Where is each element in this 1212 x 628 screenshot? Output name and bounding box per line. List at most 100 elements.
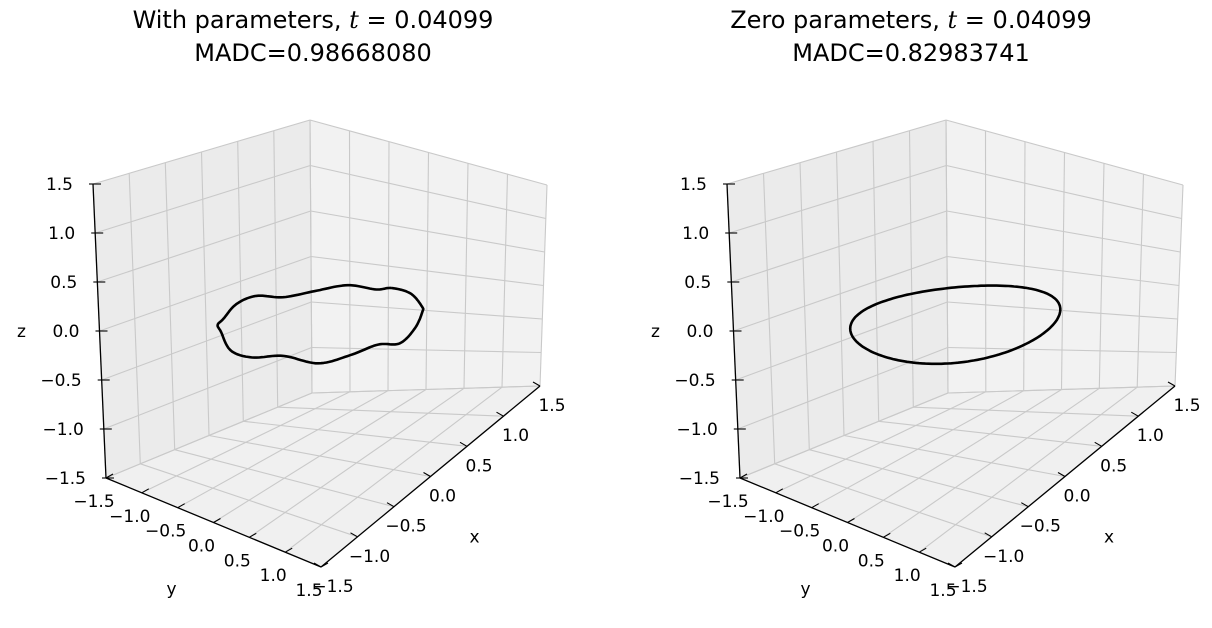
gridline-y	[284, 386, 503, 553]
curve-line	[848, 284, 1062, 366]
x-axis-label: x	[1104, 528, 1114, 548]
gridline-y	[1174, 184, 1184, 387]
pane-back-left	[727, 120, 948, 478]
x-tick	[386, 502, 395, 508]
z-axis-label: z	[17, 322, 26, 342]
y-tick-label: 1.5	[295, 581, 322, 601]
x-tick	[1094, 441, 1102, 447]
x-tick	[423, 472, 431, 477]
gridline-x	[311, 385, 541, 394]
gridline-x	[947, 385, 1176, 394]
y-tick	[739, 473, 748, 479]
chart-title: With parameters, t = 0.04099 MADC=0.9866…	[0, 4, 643, 70]
y-tick	[284, 547, 293, 553]
x-tick	[947, 562, 956, 568]
chart-plot-3d: −1.5−1.5−1.5−1.0−1.0−1.0−0.5−0.5 −0.50.00…	[651, 119, 1201, 601]
z-tick-label: 1.5	[680, 175, 707, 195]
gridline-z	[945, 119, 1184, 186]
gridline-z	[92, 119, 311, 185]
z-tick-label: −1.0	[677, 420, 718, 440]
gridline-y	[501, 174, 509, 388]
x-tick	[1021, 502, 1029, 508]
z-tick-label: 1.0	[48, 224, 75, 244]
y-tick-label: −1.0	[743, 507, 784, 527]
x-tick	[532, 381, 541, 387]
x-tick	[459, 441, 468, 447]
y-tick-label: −1.0	[109, 507, 150, 527]
z-tick-label: 1.0	[682, 224, 709, 244]
curve-line	[216, 283, 425, 365]
x-tick-label: 0.5	[1100, 456, 1127, 476]
y-axis-label: y	[800, 580, 810, 600]
y-tick	[847, 518, 855, 523]
y-tick	[954, 562, 963, 568]
x-tick-label: −0.5	[1020, 517, 1061, 537]
x-tick-label: −1.5	[312, 577, 353, 597]
chart-panel-with-parameters: With parameters, t = 0.04099 MADC=0.9866…	[17, 6, 566, 601]
x-tick	[984, 532, 992, 538]
gridline-x	[908, 130, 914, 408]
x-tick	[1167, 381, 1176, 387]
y-tick-label: 0.0	[188, 537, 215, 557]
z-tick-label: 0.0	[52, 322, 79, 342]
z-tick-label: −0.5	[674, 371, 715, 391]
z-tick-label: 0.5	[684, 273, 711, 293]
z-tick-label: 1.5	[46, 175, 73, 195]
chart-panel-zero-parameters: Zero parameters, t = 0.04099 MADC=0.8298…	[606, 0, 1212, 628]
y-tick-label: 1.0	[894, 566, 921, 586]
x-tick	[350, 532, 358, 538]
y-tick-label: 0.0	[822, 537, 849, 557]
gridline-z	[726, 119, 947, 185]
gridline-y	[918, 386, 1138, 553]
chart-title-line2: MADC=0.98668080	[194, 39, 432, 67]
chart-title-line1: With parameters, t = 0.04099	[132, 6, 494, 34]
x-tick	[313, 562, 322, 568]
x-tick	[1131, 411, 1139, 417]
z-tick-label: 0.0	[686, 322, 713, 342]
x-tick-label: 0.0	[1063, 487, 1090, 507]
x-axis-label: x	[469, 528, 479, 548]
pane-back-right	[310, 120, 547, 393]
y-tick	[320, 562, 329, 568]
y-tick	[177, 503, 185, 509]
gridline-x	[273, 130, 279, 408]
z-tick-label: −0.5	[40, 371, 81, 391]
x-tick-label: −1.0	[983, 547, 1024, 567]
chart-title: Zero parameters, t = 0.04099 MADC=0.8298…	[581, 4, 1212, 70]
x-tick-label: 1.5	[1173, 396, 1200, 416]
chart-title-line2: MADC=0.82983741	[792, 39, 1030, 67]
y-tick	[918, 547, 927, 553]
y-tick	[775, 488, 784, 494]
pane-back-left	[93, 120, 312, 478]
y-tick-label: −1.5	[73, 492, 114, 512]
x-tick-label: 1.0	[502, 426, 529, 446]
x-tick-label: −1.0	[349, 547, 390, 567]
chart-title-line1: Zero parameters, t = 0.04099	[730, 6, 1092, 34]
y-axis-label: y	[166, 580, 176, 600]
x-tick	[1057, 472, 1066, 477]
y-tick	[883, 532, 891, 538]
z-tick-label: −1.5	[679, 469, 720, 489]
y-tick	[105, 473, 114, 479]
y-tick	[213, 518, 221, 523]
z-tick-label: −1.5	[45, 469, 86, 489]
x-tick-label: −1.5	[946, 577, 987, 597]
chart-plot-3d: −1.5−1.5−1.5−1.0−1.0−1.0−0.5−0.5 −0.50.00…	[17, 119, 566, 601]
y-tick-label: 1.0	[260, 566, 287, 586]
gridline-x	[945, 119, 949, 394]
x-tick-label: 1.0	[1137, 426, 1164, 446]
gridline-x	[309, 119, 313, 394]
z-tick-label: 0.5	[50, 273, 77, 293]
y-tick-label: −0.5	[779, 522, 820, 542]
x-tick-label: 0.0	[429, 487, 456, 507]
y-tick	[811, 503, 819, 509]
y-tick-label: 0.5	[224, 551, 251, 571]
pane-back-right	[946, 120, 1183, 393]
x-tick-label: 0.5	[465, 456, 492, 476]
z-tick-label: −1.0	[43, 420, 84, 440]
y-tick-label: −0.5	[145, 522, 186, 542]
y-tick	[141, 488, 150, 494]
y-tick-label: 0.5	[858, 551, 885, 571]
x-tick-label: −0.5	[385, 517, 426, 537]
gridline-y	[539, 184, 548, 387]
